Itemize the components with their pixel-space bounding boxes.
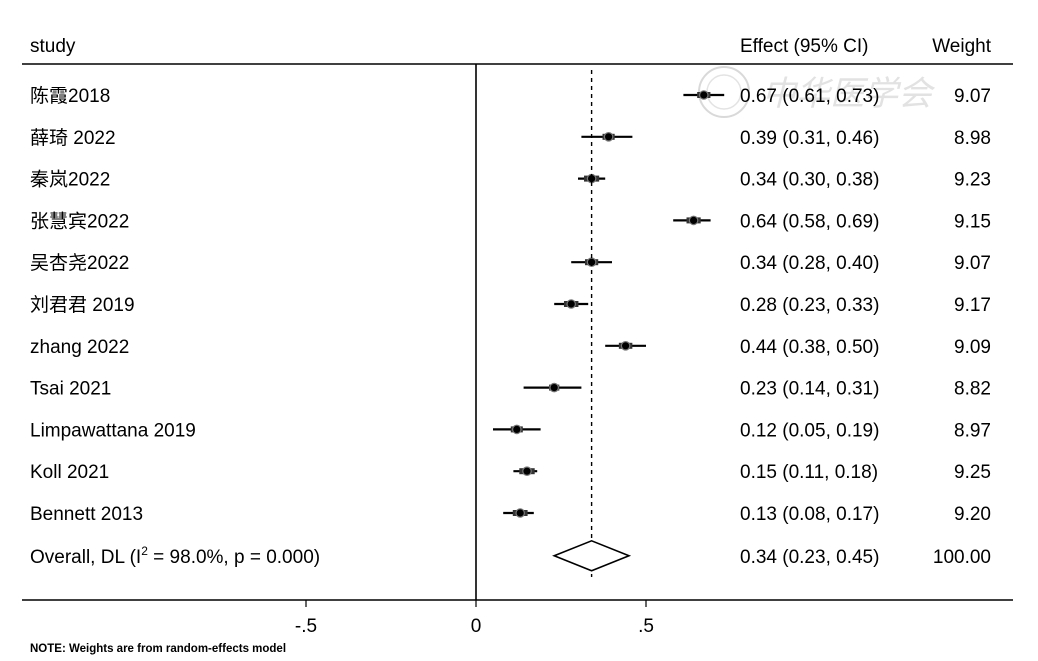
study-label: Tsai 2021 [30, 379, 111, 400]
watermark-text: 中华医学会 [762, 74, 936, 114]
point-estimate [515, 508, 525, 518]
study-row: 陈霞2018 0.67 (0.61, 0.73) 9.07 [30, 85, 991, 107]
point-estimate [549, 382, 559, 393]
study-row: Koll 2021 0.15 (0.11, 0.18) 9.25 [30, 462, 991, 483]
effect-ci-text: 0.23 (0.14, 0.31) [740, 379, 879, 400]
study-label: zhang 2022 [30, 337, 129, 358]
x-tick-label: .5 [638, 616, 654, 637]
study-row: zhang 2022 0.44 (0.38, 0.50) 9.09 [30, 337, 991, 358]
effect-ci-text: 0.28 (0.23, 0.33) [740, 295, 879, 316]
point-estimate [620, 340, 631, 351]
weight-text: 9.07 [954, 86, 991, 107]
effect-ci-text: 0.64 (0.58, 0.69) [740, 211, 879, 232]
effect-ci-text: 0.44 (0.38, 0.50) [740, 337, 879, 358]
weight-text: 9.15 [954, 211, 991, 232]
effect-ci-text: 0.12 (0.05, 0.19) [740, 420, 879, 441]
footnote: NOTE: Weights are from random-effects mo… [30, 643, 286, 655]
overall-diamond [552, 539, 632, 572]
study-label: 薛琦 2022 [30, 127, 116, 149]
point-estimate [566, 299, 576, 309]
study-label: 陈霞2018 [30, 85, 110, 107]
point-estimate [698, 90, 709, 100]
effect-ci-text: 0.39 (0.31, 0.46) [740, 128, 879, 149]
header-weight: Weight [932, 36, 992, 57]
header-effect: Effect (95% CI) [740, 36, 868, 57]
study-label: 秦岚2022 [30, 169, 110, 191]
x-tick-label: -.5 [295, 616, 317, 637]
overall-effect-ci-text: 0.34 (0.23, 0.45) [740, 547, 879, 568]
weight-text: 8.98 [954, 128, 991, 149]
study-label: 吴杏尧2022 [30, 252, 129, 274]
effect-ci-text: 0.67 (0.61, 0.73) [740, 86, 879, 107]
study-row: Bennett 2013 0.13 (0.08, 0.17) 9.20 [30, 504, 991, 525]
effect-ci-text: 0.34 (0.28, 0.40) [740, 253, 879, 274]
overall-weight-text: 100.00 [933, 547, 991, 568]
study-row: 张慧宾2022 0.64 (0.58, 0.69) 9.15 [30, 210, 991, 232]
point-estimate [522, 466, 532, 476]
weight-text: 9.20 [954, 504, 991, 525]
effect-ci-text: 0.34 (0.30, 0.38) [740, 170, 879, 191]
study-row: 刘君君 2019 0.28 (0.23, 0.33) 9.17 [30, 294, 991, 316]
study-label: Koll 2021 [30, 462, 109, 483]
study-label: 张慧宾2022 [30, 210, 129, 232]
point-estimate [688, 215, 699, 226]
study-label: Limpawattana 2019 [30, 420, 196, 441]
weight-text: 9.25 [954, 462, 991, 483]
study-row: 秦岚2022 0.34 (0.30, 0.38) 9.23 [30, 169, 991, 191]
point-estimate [603, 132, 614, 142]
point-estimate [511, 424, 522, 435]
study-row: 薛琦 2022 0.39 (0.31, 0.46) 8.98 [30, 127, 991, 149]
watermark: 中华医学会 [698, 66, 936, 118]
overall-label: Overall, DL (I2 = 98.0%, p = 0.000) [30, 544, 320, 568]
weight-text: 9.07 [954, 253, 991, 274]
weight-text: 9.17 [954, 295, 991, 316]
x-tick-label: 0 [471, 616, 482, 637]
study-label: 刘君君 2019 [30, 294, 135, 316]
effect-ci-text: 0.15 (0.11, 0.18) [740, 462, 878, 483]
weight-text: 8.97 [954, 420, 991, 441]
weight-text: 9.23 [954, 170, 991, 191]
weight-text: 9.09 [954, 337, 991, 358]
header-study: study [30, 36, 76, 57]
effect-ci-text: 0.13 (0.08, 0.17) [740, 504, 879, 525]
weight-text: 8.82 [954, 379, 991, 400]
study-row: Tsai 2021 0.23 (0.14, 0.31) 8.82 [30, 379, 991, 400]
study-row: Limpawattana 2019 0.12 (0.05, 0.19) 8.97 [30, 420, 991, 441]
study-label: Bennett 2013 [30, 504, 143, 525]
study-row: 吴杏尧2022 0.34 (0.28, 0.40) 9.07 [30, 252, 991, 274]
